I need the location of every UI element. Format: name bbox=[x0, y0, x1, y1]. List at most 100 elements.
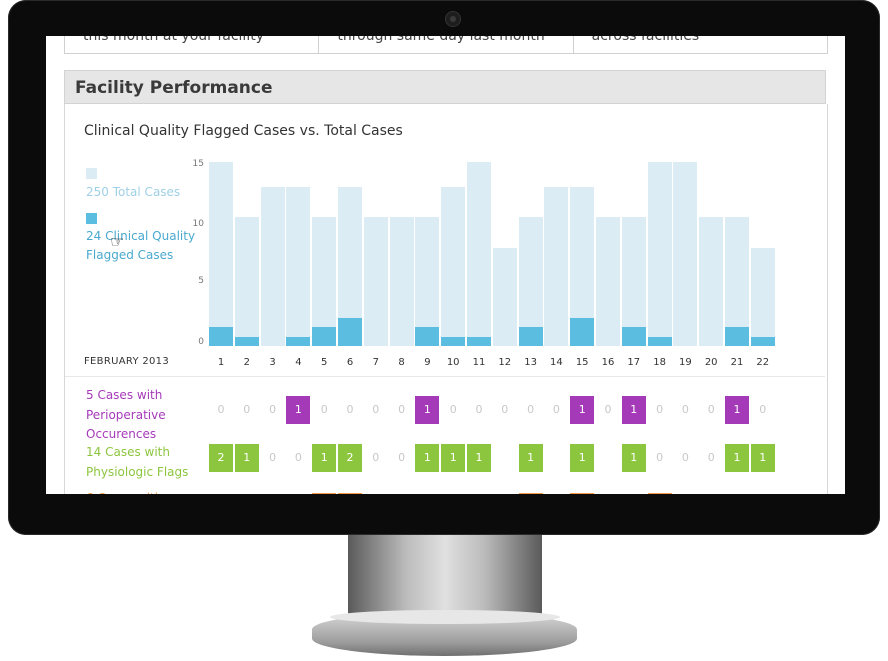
case-count-zero: 0 bbox=[681, 451, 689, 464]
x-axis-label: FEBRUARY 2013 bbox=[84, 356, 169, 367]
case-count-cell[interactable]: 2 bbox=[209, 444, 233, 472]
case-row-label-line: 6 Cases with bbox=[86, 489, 162, 494]
bar-flagged-cases[interactable] bbox=[647, 336, 672, 346]
bar-total-cases[interactable] bbox=[544, 186, 569, 346]
bar-total-cases[interactable] bbox=[492, 247, 517, 346]
bar-total-cases[interactable] bbox=[260, 186, 285, 346]
bar-total-cases[interactable] bbox=[415, 217, 440, 346]
case-count-cell[interactable]: 1 bbox=[570, 396, 595, 424]
legend-label-flagged-line2: Flagged Cases bbox=[86, 248, 174, 262]
case-count-cell[interactable]: 1 bbox=[286, 396, 311, 424]
case-count-cell[interactable]: 1 bbox=[621, 444, 646, 472]
case-row-label[interactable]: 5 Cases with Perioperative Occurences bbox=[86, 386, 166, 445]
bar-flagged-cases[interactable] bbox=[621, 327, 646, 346]
bar-flagged-cases[interactable] bbox=[518, 327, 543, 346]
bar-total-cases[interactable] bbox=[312, 217, 337, 346]
bar-total-cases[interactable] bbox=[673, 162, 698, 346]
legend-label-flagged-line1: 24 Clinical Quality bbox=[86, 229, 196, 243]
case-count-cell[interactable]: 1 bbox=[621, 396, 646, 424]
monitor-stand bbox=[348, 535, 542, 620]
x-tick-label: 6 bbox=[346, 357, 354, 368]
stat-cell: this month at your facility bbox=[65, 36, 320, 53]
case-count-zero: 0 bbox=[346, 403, 354, 416]
case-count-cell[interactable]: 1 bbox=[570, 444, 595, 472]
case-count-zero: 0 bbox=[681, 403, 689, 416]
bar-flagged-cases[interactable] bbox=[338, 318, 362, 346]
case-row-label-line: Perioperative bbox=[86, 407, 166, 422]
bar-total-cases[interactable] bbox=[596, 217, 620, 346]
stat-text: through same day last month bbox=[337, 36, 545, 44]
case-count-cell[interactable]: 1 bbox=[725, 444, 749, 472]
case-count-cell[interactable]: 1 bbox=[647, 493, 672, 494]
legend-label-flagged[interactable]: 24 Clinical Quality Flagged Cases bbox=[86, 227, 195, 265]
bar-total-cases[interactable] bbox=[209, 162, 233, 346]
case-count-zero: 0 bbox=[759, 403, 767, 416]
case-row-label[interactable]: 14 Cases with Physiologic Flags bbox=[86, 443, 188, 482]
case-row-label[interactable]: 6 Cases with bbox=[86, 489, 162, 494]
x-tick-label: 19 bbox=[679, 357, 692, 368]
bar-flagged-cases[interactable] bbox=[209, 327, 233, 346]
case-count-cell[interactable]: 2 bbox=[338, 444, 362, 472]
case-count-zero: 0 bbox=[269, 451, 277, 464]
case-count-zero: 0 bbox=[217, 403, 225, 416]
case-count-zero: 0 bbox=[475, 403, 483, 416]
bar-total-cases[interactable] bbox=[363, 217, 388, 346]
case-row-label-line: 5 Cases with bbox=[86, 388, 163, 402]
legend-label-total[interactable]: 250 Total Cases bbox=[86, 185, 181, 199]
case-count-cell[interactable]: 1 bbox=[338, 493, 362, 494]
bar-flagged-cases[interactable] bbox=[415, 327, 440, 346]
bar-total-cases[interactable] bbox=[234, 217, 259, 346]
x-tick-label: 10 bbox=[446, 357, 460, 368]
bar-flagged-cases[interactable] bbox=[467, 336, 491, 346]
bar-total-cases[interactable] bbox=[441, 186, 466, 346]
x-tick-label: 11 bbox=[472, 357, 486, 368]
bar-flagged-cases[interactable] bbox=[750, 336, 775, 346]
case-count-cell[interactable]: 1 bbox=[570, 493, 595, 494]
x-tick-label: 14 bbox=[550, 357, 563, 368]
case-count-cell[interactable]: 1 bbox=[312, 444, 337, 472]
case-count-zero: 0 bbox=[269, 403, 277, 416]
y-tick-label: 15 bbox=[192, 159, 204, 169]
bar-flagged-cases[interactable] bbox=[286, 336, 311, 346]
case-count-cell[interactable]: 1 bbox=[415, 396, 440, 424]
case-count-zero: 0 bbox=[294, 451, 302, 464]
case-row-label-line: Physiologic Flags bbox=[86, 464, 189, 479]
case-count-cell[interactable]: 1 bbox=[234, 444, 259, 472]
bar-total-cases[interactable] bbox=[699, 217, 724, 346]
x-tick-label: 22 bbox=[756, 357, 770, 368]
bar-flagged-cases[interactable] bbox=[441, 336, 466, 346]
x-tick-label: 8 bbox=[398, 357, 405, 368]
bar-flagged-cases[interactable] bbox=[725, 327, 749, 346]
case-count-zero: 0 bbox=[527, 403, 535, 416]
legend-swatch-flagged bbox=[86, 213, 97, 224]
stat-cell: across facilities bbox=[574, 36, 827, 53]
case-row-label-line: 14 Cases with bbox=[86, 445, 170, 459]
case-count-zero: 0 bbox=[707, 451, 715, 464]
bar-total-cases[interactable] bbox=[750, 247, 775, 346]
bar-total-cases[interactable] bbox=[647, 162, 672, 346]
bar-flagged-cases[interactable] bbox=[570, 318, 595, 346]
stat-text: across facilities bbox=[591, 36, 700, 44]
bar-total-cases[interactable] bbox=[389, 217, 414, 346]
case-count-cell[interactable]: 1 bbox=[441, 444, 466, 472]
x-tick-label: 15 bbox=[575, 357, 589, 368]
screen: this month at your facility through same… bbox=[46, 36, 845, 494]
bar-total-cases[interactable] bbox=[621, 217, 646, 346]
bar-total-cases[interactable] bbox=[286, 186, 311, 346]
case-count-cell[interactable]: 1 bbox=[415, 444, 440, 472]
y-tick-label: 5 bbox=[198, 276, 204, 286]
case-count-cell[interactable]: 1 bbox=[725, 396, 749, 424]
case-count-cell[interactable]: 1 bbox=[518, 493, 543, 494]
case-count-cell[interactable]: 1 bbox=[518, 444, 543, 472]
bar-total-cases[interactable] bbox=[518, 217, 543, 346]
stat-cell: through same day last month bbox=[319, 36, 574, 53]
bar-total-cases[interactable] bbox=[725, 217, 749, 346]
bar-total-cases[interactable] bbox=[467, 162, 491, 346]
case-count-cell[interactable]: 1 bbox=[467, 444, 491, 472]
bar-flagged-cases[interactable] bbox=[234, 336, 259, 346]
case-count-zero: 0 bbox=[372, 451, 380, 464]
case-count-cell[interactable]: 1 bbox=[312, 493, 337, 494]
case-count-cell[interactable]: 1 bbox=[750, 444, 775, 472]
panel-header: Facility Performance bbox=[64, 70, 826, 104]
bar-flagged-cases[interactable] bbox=[312, 327, 337, 346]
